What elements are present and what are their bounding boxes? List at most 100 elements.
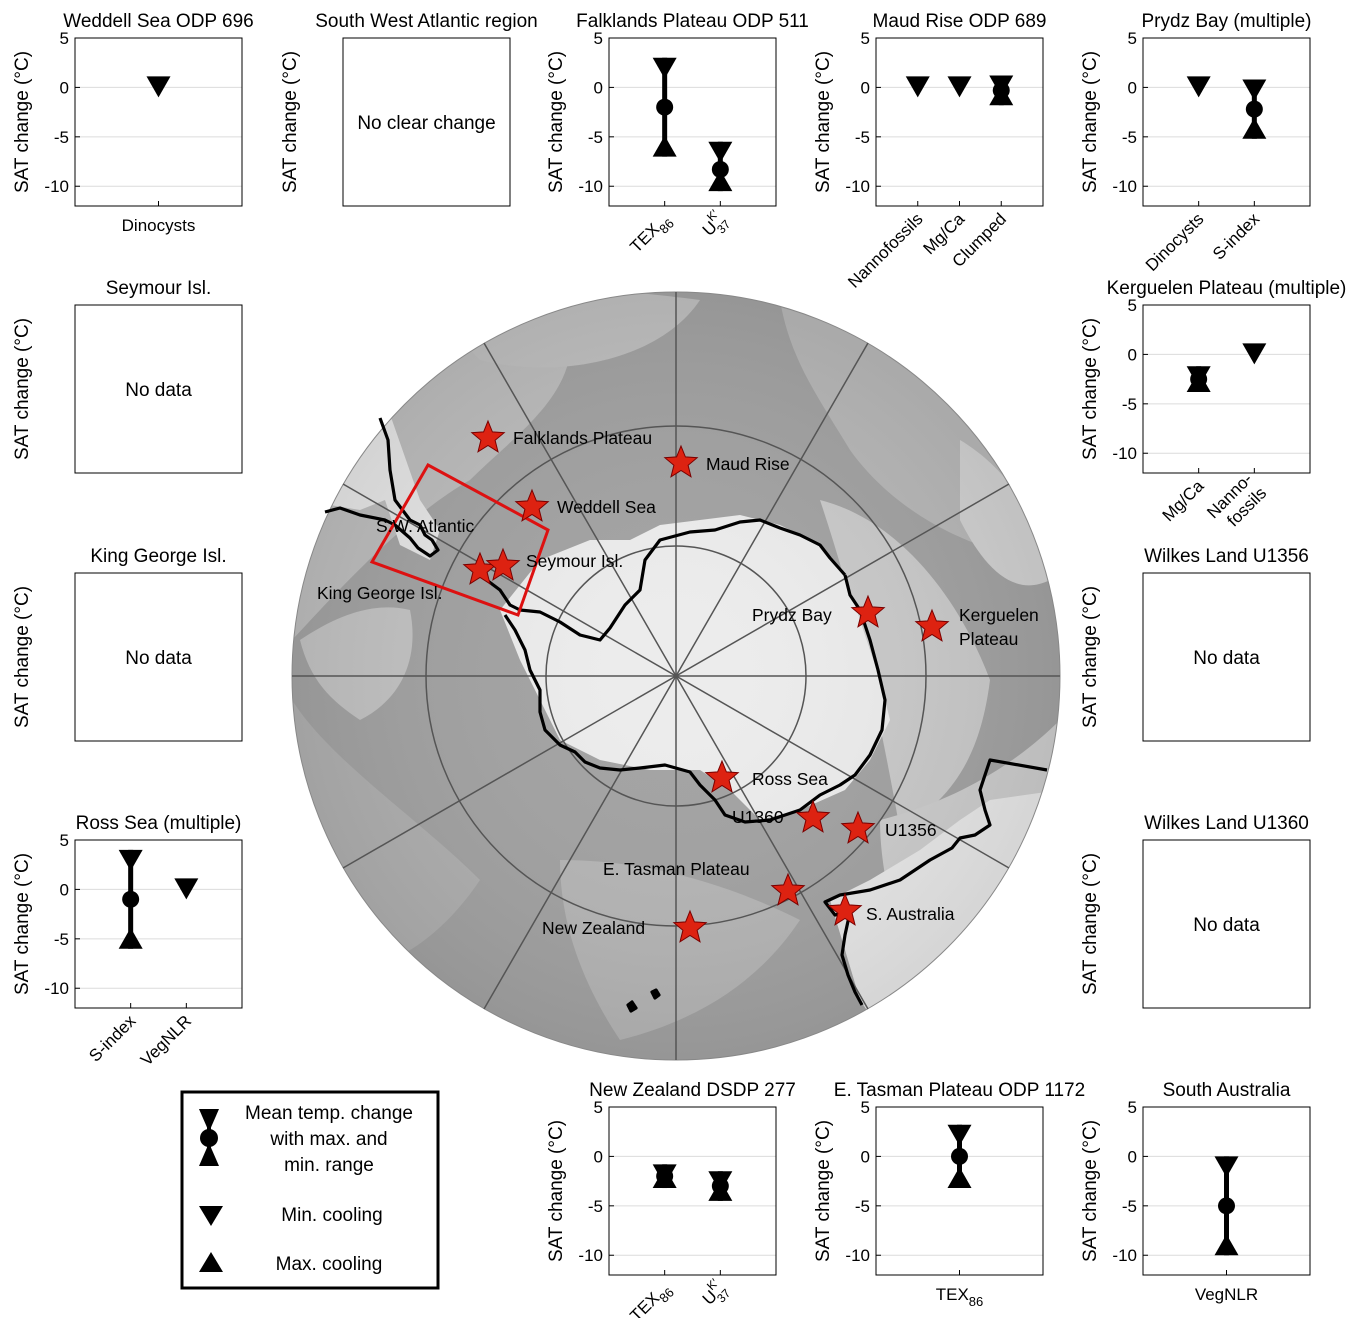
plot-frame <box>608 1106 777 1276</box>
star-falklands <box>470 419 506 453</box>
map-graticule <box>291 291 1061 1061</box>
data-point-tex86 <box>652 57 677 157</box>
legend-min-cooling-symbol <box>199 1206 223 1226</box>
plot-frame <box>875 1106 1044 1276</box>
y-tick-label: 0 <box>861 78 870 97</box>
coastline-new-zealand-island-2 <box>650 988 661 1000</box>
y-tick-label: 5 <box>1128 29 1137 48</box>
plot-frame <box>74 37 243 207</box>
y-tick-label: 5 <box>594 29 603 48</box>
y-tick-label: 0 <box>1128 1147 1137 1166</box>
map-label-u1356: U1356 <box>885 820 937 840</box>
panel-message: No clear change <box>357 113 495 134</box>
mean-marker <box>122 890 140 908</box>
y-tick-label: -10 <box>1112 177 1137 196</box>
max-range-marker <box>1214 1156 1239 1178</box>
plot-frame <box>1142 1106 1311 1276</box>
data-point-s-index <box>118 849 143 949</box>
panel-title: Maud Rise ODP 689 <box>873 11 1047 32</box>
map-label-king-george: King George Isl. <box>317 583 442 603</box>
panel-swatlantic: South West Atlantic region SAT change (°C… <box>280 11 538 207</box>
panel-wilkes1360: Wilkes Land U1360 SAT change (°C) No data <box>1080 813 1311 1009</box>
max-range-marker <box>708 141 733 163</box>
y-tick-label: 0 <box>594 1147 603 1166</box>
y-tick-label: 0 <box>1128 78 1137 97</box>
panel-title: E. Tasman Plateau ODP 1172 <box>834 1080 1085 1101</box>
plot-frame <box>74 304 243 474</box>
panel-title: Weddell Sea ODP 696 <box>63 11 253 32</box>
mean-marker <box>656 98 674 116</box>
mean-marker <box>656 1167 674 1185</box>
y-tick-label: -5 <box>588 128 603 147</box>
x-tick-label-tex86: TEX86 <box>936 1285 984 1309</box>
y-tick-label: -10 <box>845 1246 870 1265</box>
y-tick-label: -5 <box>855 1197 870 1216</box>
coastline-new-zealand-island-1 <box>626 1000 638 1013</box>
panel-wilkes1356: Wilkes Land U1356 SAT change (°C) No data <box>1080 546 1311 742</box>
legend-max-cooling-symbol <box>199 1252 223 1272</box>
star-seymour <box>485 547 521 581</box>
legend-min-cooling-label: Min. cooling <box>281 1205 382 1226</box>
panel-prydz: Prydz Bay (multiple) SAT change (°C) 5 0 -5 -… <box>1080 11 1312 275</box>
mean-marker <box>1245 100 1263 118</box>
min-cooling-marker <box>174 878 199 900</box>
data-point-mg-ca <box>1186 366 1211 392</box>
plot-frame <box>1142 839 1311 1009</box>
plot-frame <box>1142 304 1311 474</box>
x-tick-label-mg-ca: Mg/Ca <box>1159 476 1208 525</box>
mean-marker <box>1190 370 1208 388</box>
legend-range-line-3: min. range <box>284 1155 374 1176</box>
y-axis-label: SAT change (°C) <box>12 586 33 728</box>
y-tick-label: -5 <box>1122 128 1137 147</box>
data-point-uk37 <box>708 1171 733 1201</box>
coastline-australia <box>823 758 1048 1006</box>
x-tick-label-tex86: TEX86 <box>626 1278 677 1318</box>
data-point-s-index <box>1242 79 1267 139</box>
map-label-s-australia: S. Australia <box>866 904 955 924</box>
coastline-antarctic-peninsula <box>479 518 847 642</box>
x-tick-label-vegnlr: VegNLR <box>1195 1285 1258 1304</box>
star-weddell-sea <box>514 488 550 522</box>
star-ross-sea <box>704 759 740 793</box>
max-range-marker <box>118 849 143 871</box>
min-range-marker <box>1214 1234 1239 1256</box>
star-kerguelen <box>914 608 950 642</box>
panel-title: New Zealand DSDP 277 <box>589 1080 796 1101</box>
y-axis-label: SAT change (°C) <box>546 51 567 193</box>
y-axis-label: SAT change (°C) <box>12 51 33 193</box>
mean-marker <box>711 160 729 178</box>
map-label-seymour: Seymour Isl. <box>526 551 623 571</box>
y-tick-label: -10 <box>1112 444 1137 463</box>
panel-title: King George Isl. <box>90 546 226 567</box>
data-point-vegnlr <box>1214 1156 1239 1256</box>
y-tick-label: 5 <box>60 29 69 48</box>
y-tick-label: 0 <box>594 78 603 97</box>
data-point-nannofossils <box>905 76 930 98</box>
star-maud-rise <box>663 444 699 478</box>
data-point-mg-ca <box>947 76 972 98</box>
panel-message: No data <box>1193 915 1260 936</box>
min-cooling-marker <box>905 76 930 98</box>
data-point-tex86 <box>947 1124 972 1189</box>
min-range-marker <box>708 170 733 192</box>
panel-title: South Australia <box>1163 1080 1291 1101</box>
max-range-marker <box>947 1124 972 1146</box>
y-tick-label: 5 <box>1128 1098 1137 1117</box>
x-tick-label-vegnlr: VegNLR <box>137 1011 195 1069</box>
map-label-falklands: Falklands Plateau <box>513 428 652 448</box>
min-range-marker <box>947 1167 972 1189</box>
mean-marker <box>711 1177 729 1195</box>
panel-title: South West Atlantic region <box>315 11 538 32</box>
map-label-u1360: U1360 <box>732 807 784 827</box>
panel-seymour: Seymour Isl. SAT change (°C) No data <box>12 278 243 474</box>
panel-message: No data <box>1193 648 1260 669</box>
star-new-zealand <box>672 909 708 943</box>
y-tick-label: -5 <box>1122 395 1137 414</box>
plot-frame <box>74 572 243 742</box>
panel-message: No data <box>125 648 192 669</box>
site-markers <box>462 419 950 943</box>
y-axis-label: SAT change (°C) <box>12 318 33 460</box>
y-axis-label: SAT change (°C) <box>813 51 834 193</box>
legend-max-cooling-label: Max. cooling <box>276 1254 383 1275</box>
max-range-marker <box>1242 79 1267 101</box>
